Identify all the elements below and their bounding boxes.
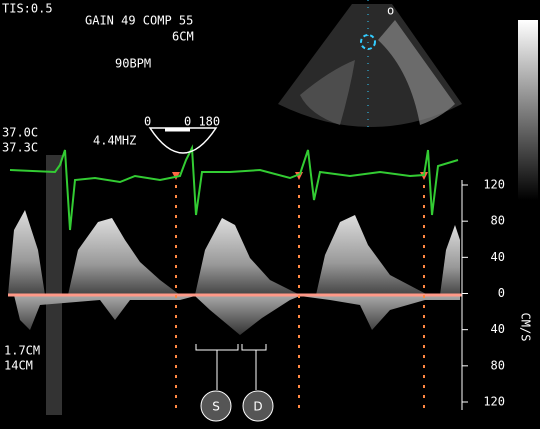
scale-label: 80 <box>491 214 505 228</box>
spectral-envelope <box>440 225 460 295</box>
grayscale-bar <box>518 20 538 200</box>
gate-depth: 14CM <box>4 359 33 373</box>
d-label: D <box>253 400 262 414</box>
tissue-echo <box>300 60 355 125</box>
heart-rate: 90BPM <box>115 57 151 71</box>
s-badge <box>200 390 232 422</box>
tissue-echo <box>378 20 455 125</box>
temperature: 37.0C <box>2 126 38 140</box>
s-bracket <box>195 344 239 390</box>
spectral-negative <box>14 295 460 335</box>
scale-unit: CM/S <box>519 313 533 342</box>
frequency: 4.4MHZ <box>93 134 136 148</box>
tis: TIS:0.5 <box>2 2 53 16</box>
scale-label: 0 <box>498 286 505 300</box>
angle-indicator <box>148 127 218 154</box>
doppler-spectrum <box>8 210 460 335</box>
angle-left: 0 <box>144 115 151 129</box>
scale-label: 40 <box>491 250 505 264</box>
d-badge <box>242 390 274 422</box>
scale-label: 80 <box>491 358 505 372</box>
sd-brackets <box>195 344 267 390</box>
spectral-envelope <box>316 215 428 295</box>
depth: 6CM <box>172 30 194 44</box>
orientation-mark: o <box>387 4 394 18</box>
left-strip <box>46 155 62 415</box>
spectral-envelope <box>68 218 180 295</box>
gain: GAIN 49 COMP 55 <box>85 14 193 28</box>
scale-label: 120 <box>483 395 505 409</box>
spectral-envelope <box>8 210 45 295</box>
s-label: S <box>212 400 220 414</box>
scale-label: 120 <box>483 178 505 192</box>
ecg-trace <box>9 144 459 231</box>
scale-label: 40 <box>491 322 505 336</box>
angle-right: 0 180 <box>184 115 220 129</box>
spectral-envelope <box>195 218 300 295</box>
d-bracket <box>241 344 267 390</box>
velocity-scale: 120 80 40 0 40 80 120 <box>462 178 505 409</box>
sample-volume: 1.7CM <box>4 344 40 358</box>
temperature: 37.3C <box>2 141 38 155</box>
